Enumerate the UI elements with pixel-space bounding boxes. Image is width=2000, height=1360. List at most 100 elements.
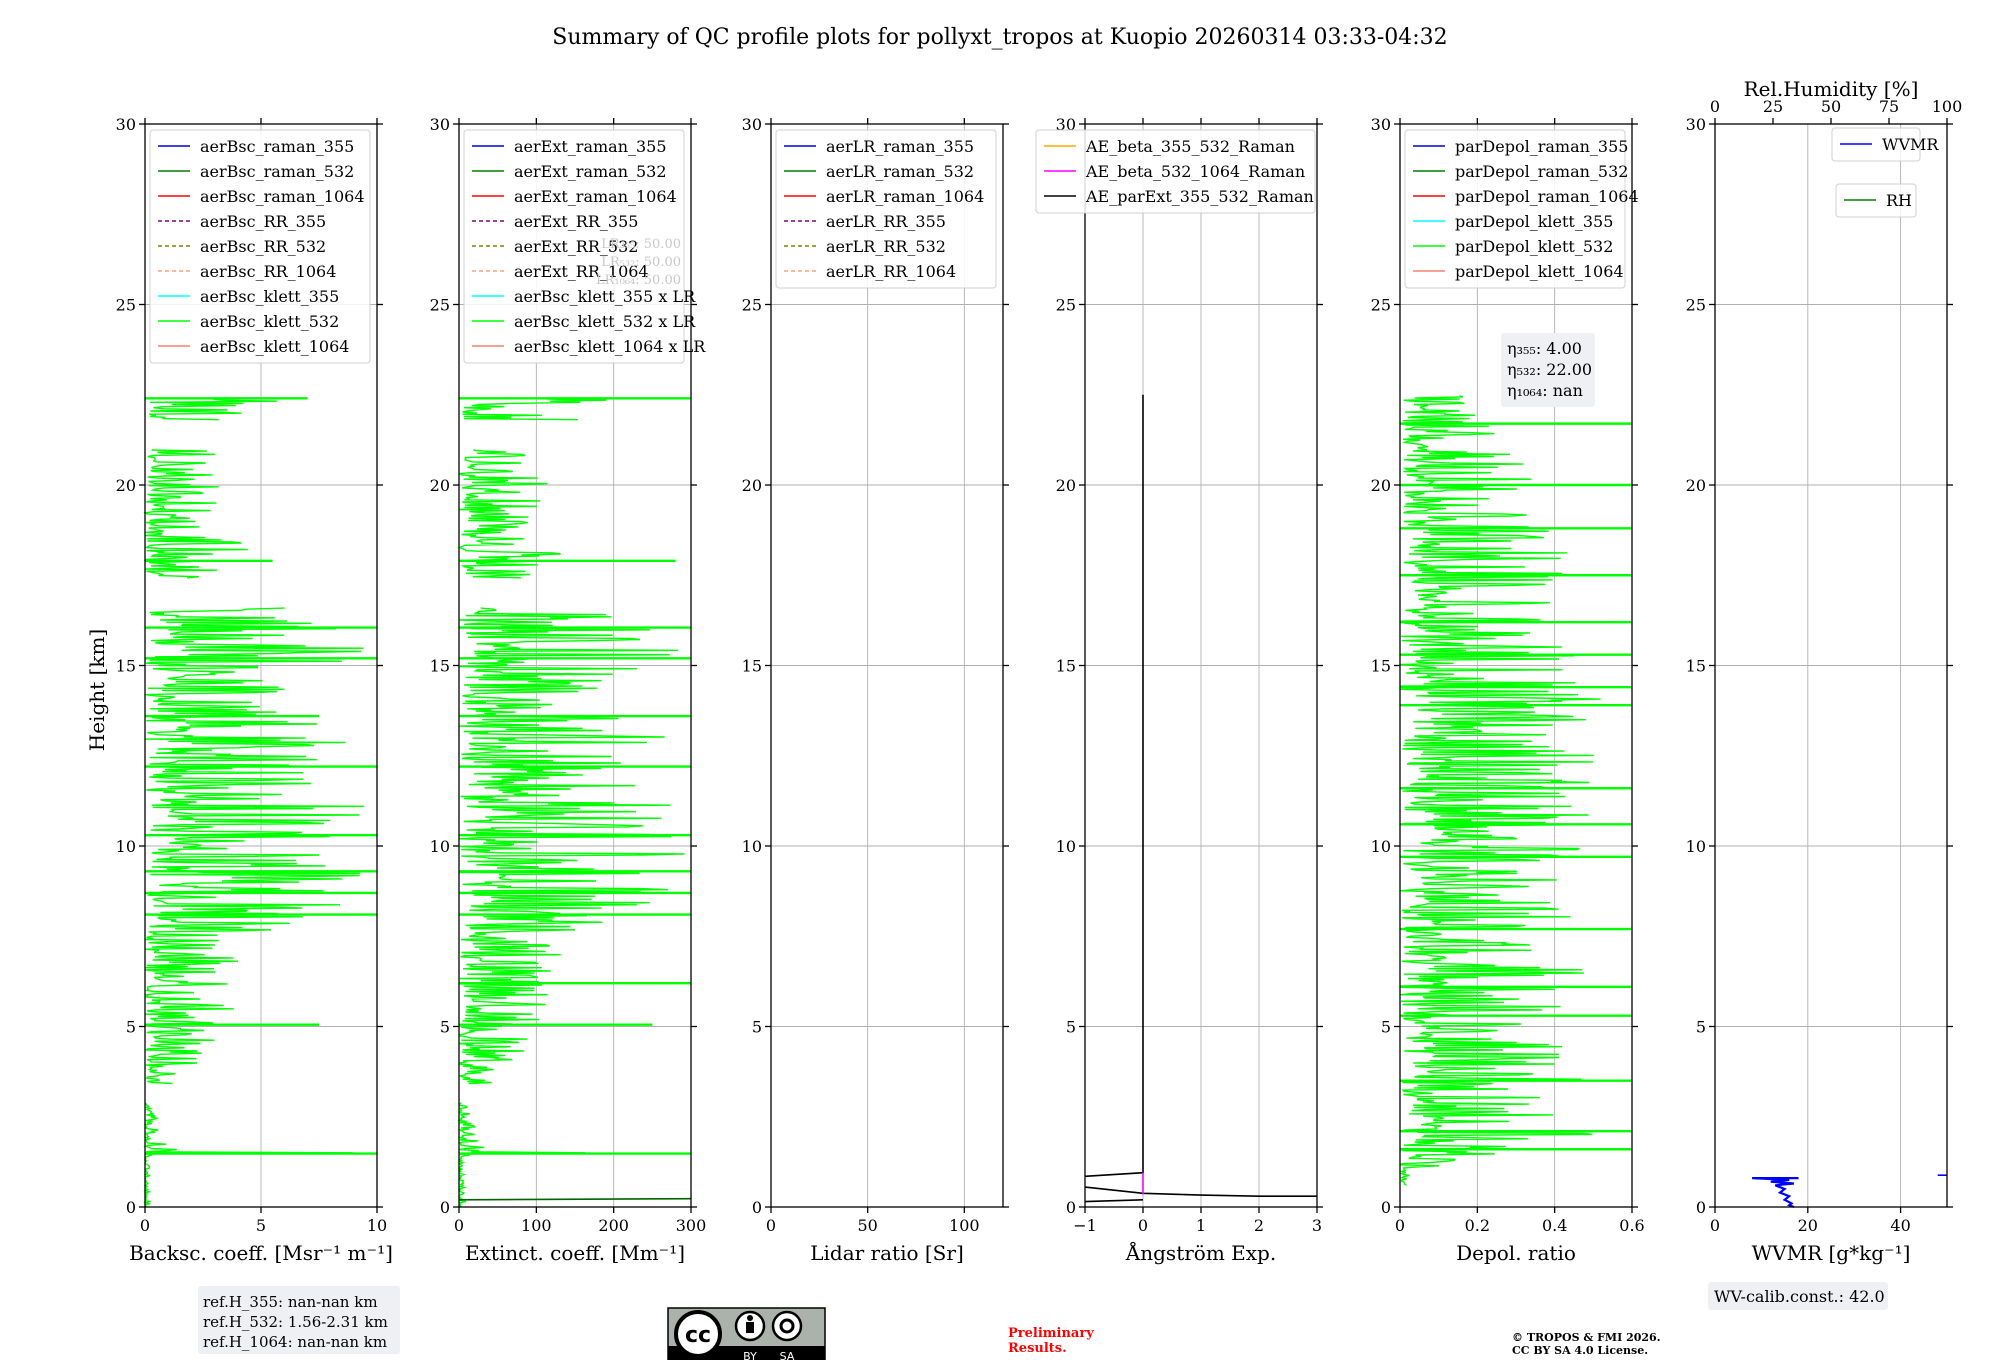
x-tick-label: 200 (598, 1216, 629, 1235)
x-tick-label: 0 (766, 1216, 776, 1235)
x-tick-label: 0 (1710, 1216, 1720, 1235)
x-tick-label: 2 (1254, 1216, 1264, 1235)
legend-label: aerBsc_raman_1064 (200, 187, 365, 206)
person-head-icon (747, 1315, 753, 1321)
legend-label: RH (1886, 191, 1912, 210)
eta-label: η₃₅₅: 4.00 (1507, 339, 1582, 358)
ref-height-355: ref.H_355: nan-nan km (203, 1293, 378, 1311)
y-tick-label: 25 (1371, 296, 1391, 315)
y-tick-label: 0 (752, 1198, 762, 1217)
series-AE_parExt_355_532_Raman (1084, 394, 1144, 1178)
y-tick-label: 10 (742, 837, 762, 856)
copyright-line2: CC BY SA 4.0 License. (1512, 1344, 1648, 1357)
reference-height-box: ref.H_355: nan-nan km ref.H_532: 1.56-2.… (198, 1286, 400, 1354)
legend-label: aerExt_raman_355 (514, 137, 667, 156)
y-tick-label: 30 (1371, 115, 1391, 134)
chart-panel-backscatter: 0 5 10 15 20 25 30 0 5 10 Backsc. coeff. [Msr⁻¹ m⁻… (116, 115, 393, 1265)
ref-height-532: ref.H_532: 1.56-2.31 km (203, 1313, 388, 1331)
legend-label: aerExt_RR_532 (514, 237, 638, 256)
y-tick-label: 25 (742, 296, 762, 315)
y-tick-label: 20 (430, 476, 450, 495)
legend-label: parDepol_klett_532 (1455, 237, 1613, 256)
legend-box (149, 129, 371, 364)
eta-labels: η₃₅₅: 4.00 η₅₃₂: 22.00 η₁₀₆₄: nan (1501, 333, 1595, 407)
legend-label: aerBsc_klett_355 x LR (514, 287, 696, 306)
series-aerExt_raman_532 (458, 1197, 692, 1201)
x-tick-label: 40 (1890, 1216, 1910, 1235)
license-sa-label: SA (780, 1350, 795, 1360)
x-axis-label: Extinct. coeff. [Mm⁻¹] (465, 1241, 685, 1265)
legend: aerBsc_raman_355 aerBsc_raman_532 aerBsc_r… (149, 129, 371, 364)
y-tick-label: 25 (116, 296, 136, 315)
y-tick-label: 10 (1686, 837, 1706, 856)
legend-label: aerBsc_klett_355 (200, 287, 339, 306)
y-tick-label: 5 (126, 1018, 136, 1037)
wv-calib-constant: WV-calib.const.: 42.0 (1714, 1287, 1885, 1306)
x-tick-label: −1 (1073, 1216, 1097, 1235)
series-AE_parExt_355_532_Raman (1084, 1186, 1317, 1197)
legend-rh: RH (1835, 183, 1917, 218)
x-tick-label: 0 (140, 1216, 150, 1235)
legend-box (1035, 129, 1316, 214)
legend-label: parDepol_raman_1064 (1455, 187, 1639, 206)
y-tick-label: 5 (1066, 1018, 1076, 1037)
license-by-label: BY (743, 1350, 757, 1360)
legend-box (1404, 129, 1626, 289)
y-tick-label: 30 (1056, 115, 1076, 134)
series-WVMR (1752, 1177, 1799, 1209)
y-tick-label: 10 (116, 837, 136, 856)
top-x-axis-label: Rel.Humidity [%] (1744, 77, 1919, 101)
legend-wvmr: WVMR (1831, 127, 1939, 162)
top-x-tick-label: 25 (1763, 97, 1783, 116)
cc-by-sa-license-badge: cc BY SA (667, 1307, 826, 1360)
series-noise-profile (143, 398, 365, 1207)
legend-label: AE_beta_532_1064_Raman (1085, 162, 1305, 181)
y-tick-label: 15 (430, 657, 450, 676)
eta-box (1501, 333, 1595, 407)
cc-logo-text: cc (685, 1323, 711, 1348)
y-tick-label: 25 (430, 296, 450, 315)
y-tick-label: 15 (1371, 657, 1391, 676)
top-x-tick-label: 50 (1821, 97, 1841, 116)
legend-label: aerLR_raman_1064 (826, 187, 984, 206)
series-group (1752, 1174, 1947, 1209)
y-tick-label: 0 (1696, 1198, 1706, 1217)
y-tick-label: 0 (1066, 1198, 1076, 1217)
copyright-line1: © TROPOS & FMI 2026. (1512, 1331, 1661, 1344)
legend-label: aerBsc_klett_532 x LR (514, 312, 696, 331)
chart-panel-depol: 0 5 10 15 20 25 30 0 0.2 0.4 0.6 Depol. ratio parDep… (1371, 115, 1645, 1265)
preliminary-results-line1: Preliminary (1008, 1326, 1094, 1341)
legend-label: aerBsc_RR_355 (200, 212, 326, 231)
y-tick-label: 5 (1696, 1018, 1706, 1037)
legend: AE_beta_355_532_Raman AE_beta_532_1064_Ra… (1035, 129, 1316, 214)
legend-label: aerExt_raman_532 (514, 162, 667, 181)
y-tick-label: 10 (430, 837, 450, 856)
lidar-ratio-label: LR₅₃₂: 50.00 (601, 255, 681, 270)
x-tick-label: 0 (1395, 1216, 1405, 1235)
top-x-tick-label: 0 (1710, 97, 1720, 116)
series-line (1752, 1177, 1799, 1209)
x-tick-label: 20 (1798, 1216, 1818, 1235)
legend-label: aerBsc_klett_1064 (200, 337, 349, 356)
y-tick-label: 15 (116, 657, 136, 676)
legend-label: aerBsc_raman_532 (200, 162, 354, 181)
x-tick-label: 0 (1138, 1216, 1148, 1235)
legend: aerLR_raman_355 aerLR_raman_532 aerLR_rama… (775, 129, 997, 289)
series-aerBsc_klett_532 (143, 397, 377, 1207)
cc-logo-icon (674, 1310, 722, 1358)
top-x-tick-label: 100 (1932, 97, 1963, 116)
y-tick-label: 25 (1056, 296, 1076, 315)
y-tick-label: 10 (1371, 837, 1391, 856)
legend-label: parDepol_klett_1064 (1455, 262, 1624, 281)
legend-label: aerExt_RR_1064 (514, 262, 649, 281)
legend-label: aerLR_raman_355 (826, 137, 974, 156)
y-tick-label: 30 (1686, 115, 1706, 134)
x-tick-label: 10 (367, 1216, 387, 1235)
share-alike-icon (771, 1310, 803, 1342)
series-group (457, 397, 692, 1208)
x-tick-label: 5 (256, 1216, 266, 1235)
preliminary-results-line2: Results. (1008, 1341, 1067, 1356)
